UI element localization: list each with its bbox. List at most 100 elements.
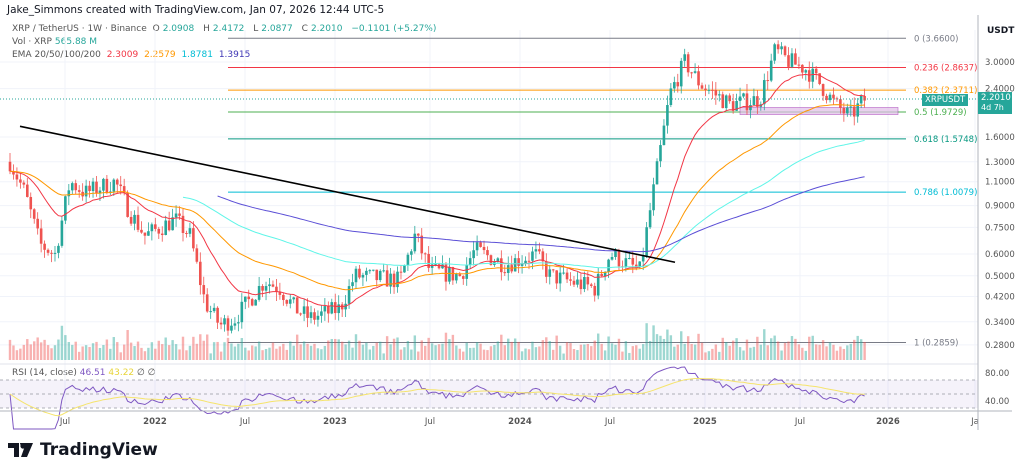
candle-body xyxy=(541,251,545,262)
candle-body xyxy=(562,272,565,274)
candle-body xyxy=(29,196,33,210)
price-tick: 0.2800 xyxy=(985,341,1015,351)
candle-body xyxy=(828,94,832,101)
volume-bar xyxy=(683,343,686,360)
volume-bar xyxy=(607,336,610,360)
candle-body xyxy=(67,190,71,197)
volume-bar xyxy=(306,343,309,360)
candle-body xyxy=(306,306,309,318)
candle-body xyxy=(863,95,866,101)
volume-bar xyxy=(711,348,714,360)
volume-bar xyxy=(368,349,372,360)
volume-bar xyxy=(621,351,624,360)
candle-body xyxy=(756,96,759,107)
volume-bar xyxy=(406,340,410,360)
volume-bar xyxy=(275,348,278,360)
volume-bar xyxy=(71,344,74,360)
volume-bar xyxy=(323,345,327,360)
candle-body xyxy=(745,93,749,111)
volume-bar xyxy=(264,348,268,360)
candle-body xyxy=(852,106,856,117)
volume-bar xyxy=(413,335,417,360)
candle-body xyxy=(399,271,403,273)
candle-body xyxy=(396,271,399,288)
volume-bar xyxy=(237,343,240,360)
candle-body xyxy=(320,311,323,316)
volume-bar xyxy=(136,341,140,360)
volume-bar xyxy=(140,347,143,360)
volume-bar xyxy=(468,347,472,360)
candle-body xyxy=(631,258,635,265)
candle-body xyxy=(264,286,268,291)
ema-label[interactable]: EMA 20/50/100/200 xyxy=(12,50,101,60)
candle-body xyxy=(416,233,420,236)
candle-body xyxy=(707,89,711,91)
volume-bar xyxy=(610,343,614,360)
candle-body xyxy=(811,68,815,82)
candle-body xyxy=(465,264,469,279)
candle-body xyxy=(406,254,410,266)
candle-body xyxy=(88,185,91,192)
candle-body xyxy=(538,249,541,252)
candle-body xyxy=(126,192,129,217)
price-tick: 0.9000 xyxy=(985,202,1015,212)
volume-bar xyxy=(424,345,427,360)
volume-bar xyxy=(496,341,500,360)
candle-body xyxy=(738,96,742,101)
candle-body xyxy=(351,282,354,287)
candle-body xyxy=(271,284,275,287)
rsi-ma-line xyxy=(9,378,865,417)
rsi-empty-icon: ∅ xyxy=(147,368,156,378)
volume-bar xyxy=(15,350,19,360)
volume-bars xyxy=(8,323,866,360)
volume-bar xyxy=(520,351,524,360)
candle-body xyxy=(216,307,219,323)
bar-countdown: 4d 7h xyxy=(981,103,1004,112)
volume-bar xyxy=(261,350,264,360)
candle-body xyxy=(84,185,88,197)
rsi-label[interactable]: RSI (14, close) xyxy=(12,368,77,378)
candle-body xyxy=(666,105,669,126)
volume-bar xyxy=(410,349,413,360)
candle-body xyxy=(150,224,154,232)
price-tick: 2.4000 xyxy=(985,85,1015,95)
candle-body xyxy=(821,84,825,96)
candle-body xyxy=(825,95,828,101)
volume-bar xyxy=(507,338,510,360)
candle-body xyxy=(188,228,192,234)
candle-body xyxy=(333,302,337,314)
candle-body xyxy=(43,243,46,250)
volume-bar xyxy=(36,337,39,360)
symbol-name[interactable]: XRP / TetherUS · 1W · Binance xyxy=(12,24,147,34)
candle-body xyxy=(762,80,766,105)
volume-bar xyxy=(206,334,209,360)
time-tick: 2022 xyxy=(143,417,167,427)
volume-bar xyxy=(593,340,596,360)
volume-bar xyxy=(396,337,399,360)
candle-body xyxy=(209,311,212,313)
volume-bar xyxy=(330,338,333,360)
volume-bar xyxy=(167,345,171,360)
volume-bar xyxy=(631,346,634,360)
candle-body xyxy=(365,270,368,275)
candle-body xyxy=(624,258,628,267)
candle-body xyxy=(26,184,29,197)
volume-bar xyxy=(233,346,237,360)
volume-bar xyxy=(475,342,479,360)
volume-bar xyxy=(247,350,250,360)
candle-body xyxy=(752,96,756,106)
change-value: −0.1101 (+5.27%) xyxy=(351,24,437,34)
volume-bar xyxy=(645,323,648,360)
volume-bar xyxy=(849,343,852,360)
volume-bar xyxy=(766,345,769,360)
volume-label[interactable]: Vol · XRP xyxy=(12,37,52,47)
volume-bar xyxy=(462,351,465,360)
volume-bar xyxy=(697,333,700,360)
tradingview-logo[interactable]: TradingView xyxy=(8,440,158,460)
candle-body xyxy=(486,250,489,256)
volume-bar xyxy=(199,334,202,360)
volume-bar xyxy=(67,342,71,360)
candle-body xyxy=(91,181,95,192)
candle-body xyxy=(313,312,316,320)
